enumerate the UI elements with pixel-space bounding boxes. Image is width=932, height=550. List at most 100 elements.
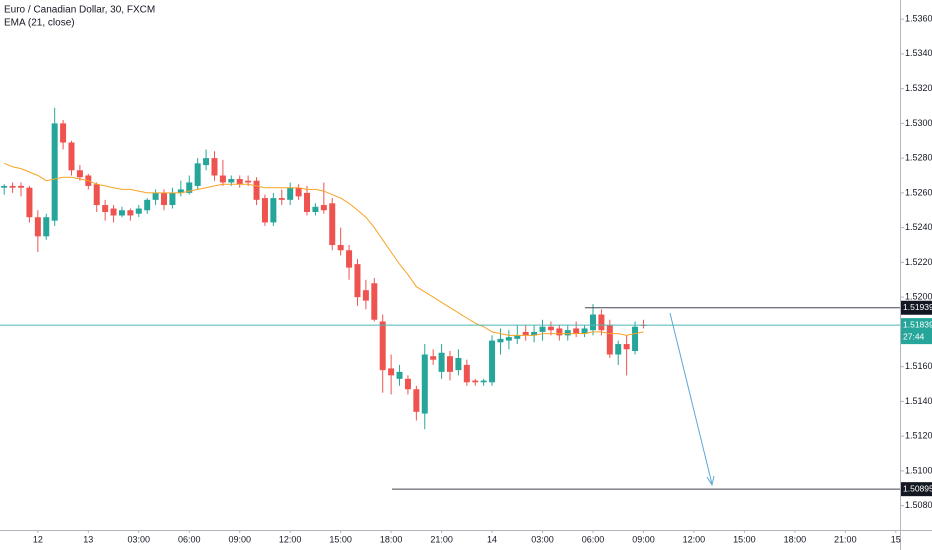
- y-tick-label: 1.51400: [905, 396, 932, 406]
- candle-body: [354, 264, 361, 298]
- x-tick-label: 15:00: [733, 534, 756, 544]
- candle-body: [118, 210, 125, 216]
- candle-body: [194, 163, 201, 186]
- candle-body: [236, 178, 243, 185]
- x-tick-label: 03:00: [531, 534, 554, 544]
- candle-body: [135, 208, 142, 214]
- candle-body: [598, 314, 605, 331]
- candle-body: [396, 371, 403, 379]
- candle-body: [497, 338, 504, 343]
- candle-body: [211, 158, 218, 176]
- candle-body: [430, 356, 437, 360]
- candle-body: [34, 217, 41, 237]
- indicator-legend: EMA (21, close): [4, 18, 75, 29]
- candle-body: [556, 328, 563, 336]
- x-tick-label: 09:00: [632, 534, 655, 544]
- price-label: 1.51939: [903, 302, 932, 312]
- candle-body: [261, 198, 268, 223]
- candle-body: [623, 344, 630, 350]
- candle-body: [51, 123, 58, 221]
- plot-area: [1, 107, 647, 430]
- candle-body: [68, 142, 75, 171]
- candle-body: [413, 389, 420, 412]
- y-tick-label: 1.51200: [905, 431, 932, 441]
- arrow-head: [706, 475, 715, 487]
- candle-body: [606, 324, 613, 355]
- candle-body: [379, 321, 386, 371]
- x-tick-label: 03:00: [128, 534, 151, 544]
- candle-body: [564, 330, 571, 336]
- candle-body: [632, 326, 639, 352]
- x-tick-label: 12:00: [279, 534, 302, 544]
- current-price-bg: [901, 318, 932, 345]
- x-tick-label: 18:00: [380, 534, 403, 544]
- candle-body: [304, 192, 311, 212]
- y-tick-label: 1.52000: [905, 292, 932, 302]
- candle-body: [245, 180, 252, 183]
- projection-arrow: [669, 312, 713, 485]
- candle-body: [1, 185, 8, 188]
- y-tick-label: 1.53000: [905, 118, 932, 128]
- candle-body: [472, 380, 479, 383]
- chart-title: Euro / Canadian Dollar, 30, FXCM: [4, 5, 155, 16]
- candle-body: [455, 357, 462, 371]
- candle-body: [18, 185, 25, 188]
- candle-body: [102, 205, 109, 212]
- x-tick-label: 13: [83, 534, 93, 544]
- price-label-bg: [901, 482, 932, 497]
- candle-body: [346, 250, 353, 268]
- candle-body: [76, 170, 83, 178]
- candle-body: [219, 175, 226, 183]
- candle-body: [404, 378, 411, 390]
- candle-body: [93, 184, 100, 206]
- x-tick-label: 21:00: [430, 534, 453, 544]
- price-label-bg: [901, 300, 932, 315]
- y-tick-label: 1.53200: [905, 83, 932, 93]
- candle-body: [270, 198, 277, 223]
- candle-body: [539, 326, 546, 332]
- candle-body: [505, 337, 512, 341]
- candle-body: [152, 192, 159, 200]
- candle-body: [329, 203, 336, 246]
- candle-body: [295, 187, 302, 197]
- candle-body: [169, 192, 176, 206]
- ema-line: [4, 162, 644, 336]
- y-tick-label: 1.53400: [905, 48, 932, 58]
- candle-body: [547, 326, 554, 331]
- y-tick-label: 1.52800: [905, 153, 932, 163]
- candle-body: [438, 352, 445, 372]
- candle-body: [278, 198, 285, 200]
- candle-body: [337, 245, 344, 251]
- candle-body: [589, 314, 596, 331]
- candle-body: [531, 331, 538, 336]
- countdown-label: 27:44: [903, 331, 925, 341]
- candle-body: [26, 187, 33, 218]
- candle-body: [514, 335, 521, 339]
- x-tick-label: 14: [487, 534, 497, 544]
- candle-body: [9, 185, 16, 188]
- x-tick-label: 15: [891, 534, 901, 544]
- candle-body: [421, 354, 428, 414]
- x-tick-label: 06:00: [582, 534, 605, 544]
- candle-body: [228, 178, 235, 183]
- candle-body: [480, 380, 487, 383]
- price-label: 1.50895: [903, 483, 932, 493]
- y-tick-label: 1.52200: [905, 257, 932, 267]
- candle-body: [161, 192, 168, 206]
- candle-body: [127, 210, 134, 216]
- candle-body: [581, 328, 588, 334]
- candle-body: [522, 331, 529, 336]
- x-tick-label: 09:00: [228, 534, 251, 544]
- y-tick-label: 1.52600: [905, 187, 932, 197]
- x-tick-label: 15:00: [329, 534, 352, 544]
- candle-body: [463, 364, 470, 383]
- candle-body: [320, 205, 327, 211]
- x-tick-label: 12: [33, 534, 43, 544]
- candle-body: [186, 182, 193, 193]
- candle-body: [312, 206, 319, 212]
- x-tick-label: 06:00: [178, 534, 201, 544]
- candle-body: [43, 217, 50, 237]
- candle-body: [447, 356, 453, 372]
